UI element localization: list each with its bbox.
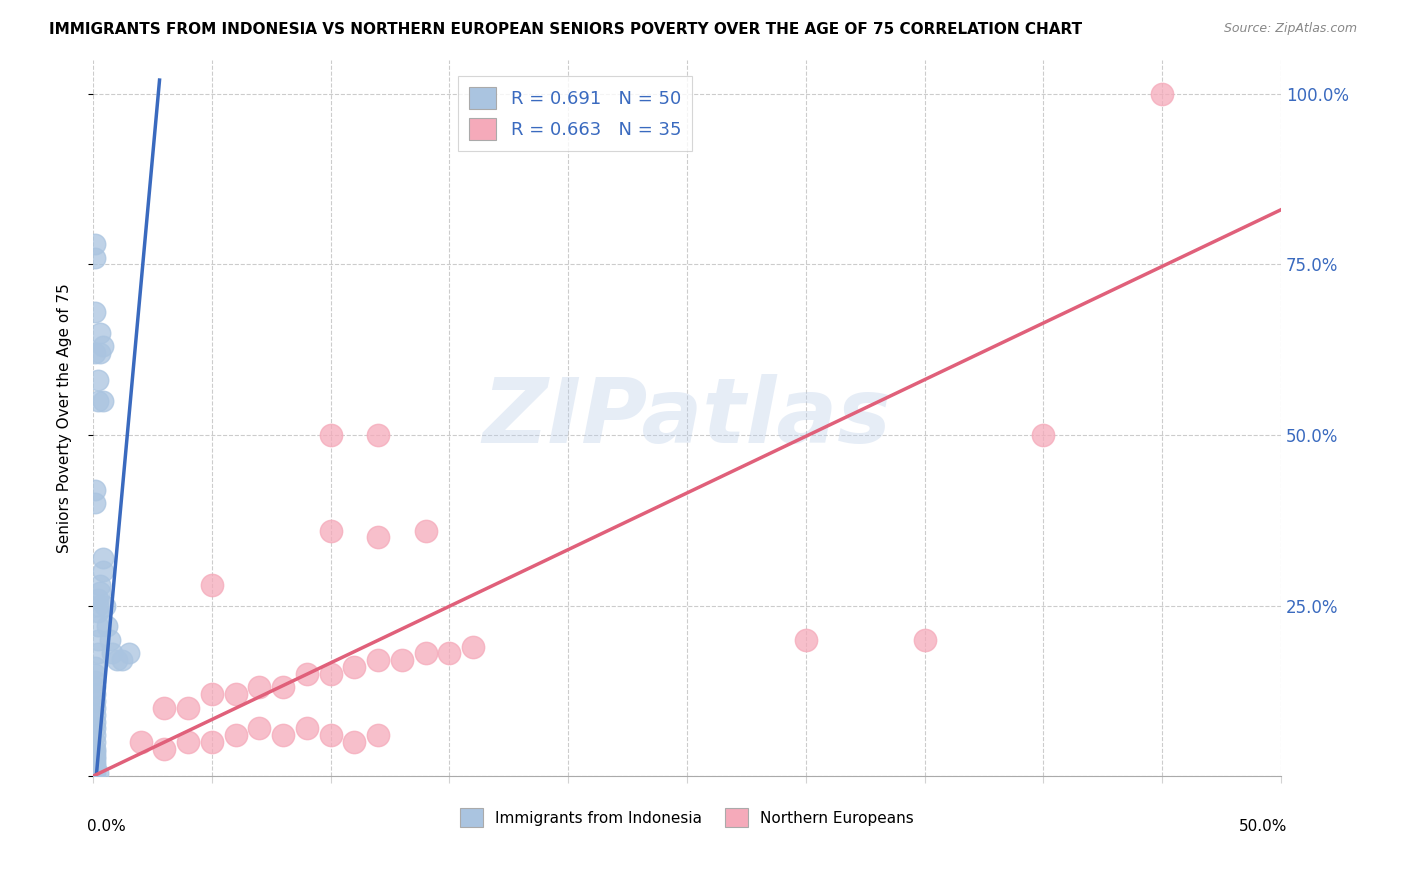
Point	[87, 373, 110, 387]
Point	[84, 496, 107, 510]
Point	[87, 619, 110, 633]
Point	[101, 646, 124, 660]
Point	[319, 428, 342, 442]
Text: ZIPatlas: ZIPatlas	[482, 374, 891, 462]
Point	[89, 585, 111, 599]
Point	[84, 748, 107, 763]
Point	[319, 524, 342, 538]
Point	[319, 666, 342, 681]
Point	[84, 305, 107, 319]
Point	[225, 728, 247, 742]
Point	[87, 646, 110, 660]
Point	[87, 632, 110, 647]
Text: 50.0%: 50.0%	[1239, 819, 1286, 834]
Point	[91, 339, 114, 353]
Text: Source: ZipAtlas.com: Source: ZipAtlas.com	[1223, 22, 1357, 36]
Point	[84, 742, 107, 756]
Point	[84, 765, 107, 780]
Point	[439, 646, 461, 660]
Point	[84, 687, 107, 701]
Point	[319, 728, 342, 742]
Point	[84, 759, 107, 773]
Point	[94, 599, 117, 613]
Point	[391, 653, 413, 667]
Point	[118, 646, 141, 660]
Point	[87, 599, 110, 613]
Point	[89, 326, 111, 340]
Point	[367, 728, 389, 742]
Point	[84, 666, 107, 681]
Point	[271, 681, 294, 695]
Point	[91, 393, 114, 408]
Point	[1032, 428, 1054, 442]
Point	[96, 619, 118, 633]
Point	[89, 578, 111, 592]
Point	[84, 251, 107, 265]
Point	[84, 745, 107, 759]
Point	[89, 346, 111, 360]
Point	[84, 728, 107, 742]
Point	[84, 763, 107, 777]
Point	[415, 524, 437, 538]
Point	[87, 393, 110, 408]
Point	[201, 735, 224, 749]
Point	[463, 640, 485, 654]
Point	[84, 707, 107, 722]
Point	[153, 742, 176, 756]
Point	[84, 346, 107, 360]
Point	[84, 714, 107, 729]
Point	[84, 701, 107, 715]
Point	[247, 722, 270, 736]
Point	[201, 578, 224, 592]
Point	[794, 632, 817, 647]
Point	[367, 653, 389, 667]
Point	[91, 550, 114, 565]
Point	[343, 735, 366, 749]
Point	[367, 428, 389, 442]
Point	[415, 646, 437, 660]
Point	[177, 701, 200, 715]
Point	[87, 765, 110, 780]
Point	[87, 606, 110, 620]
Point	[84, 694, 107, 708]
Point	[84, 673, 107, 688]
Point	[84, 756, 107, 770]
Point	[91, 565, 114, 579]
Point	[153, 701, 176, 715]
Point	[84, 722, 107, 736]
Text: 0.0%: 0.0%	[87, 819, 125, 834]
Point	[87, 591, 110, 606]
Point	[271, 728, 294, 742]
Point	[225, 687, 247, 701]
Legend: Immigrants from Indonesia, Northern Europeans: Immigrants from Indonesia, Northern Euro…	[454, 802, 920, 833]
Point	[295, 666, 318, 681]
Point	[98, 632, 121, 647]
Point	[295, 722, 318, 736]
Point	[1152, 87, 1174, 101]
Point	[201, 687, 224, 701]
Point	[110, 653, 132, 667]
Point	[84, 752, 107, 766]
Point	[84, 483, 107, 497]
Point	[105, 653, 128, 667]
Point	[367, 530, 389, 544]
Point	[84, 681, 107, 695]
Point	[84, 660, 107, 674]
Point	[914, 632, 936, 647]
Text: IMMIGRANTS FROM INDONESIA VS NORTHERN EUROPEAN SENIORS POVERTY OVER THE AGE OF 7: IMMIGRANTS FROM INDONESIA VS NORTHERN EU…	[49, 22, 1083, 37]
Point	[177, 735, 200, 749]
Point	[247, 681, 270, 695]
Point	[129, 735, 152, 749]
Point	[84, 735, 107, 749]
Point	[84, 236, 107, 251]
Y-axis label: Seniors Poverty Over the Age of 75: Seniors Poverty Over the Age of 75	[58, 283, 72, 553]
Point	[343, 660, 366, 674]
